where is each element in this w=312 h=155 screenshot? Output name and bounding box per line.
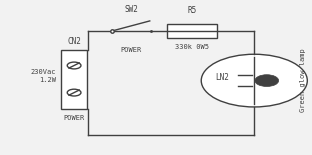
Text: 330k 0W5: 330k 0W5 bbox=[175, 44, 209, 50]
Text: POWER: POWER bbox=[63, 115, 85, 121]
Text: 230Vac
1.2W: 230Vac 1.2W bbox=[31, 69, 56, 83]
Text: R5: R5 bbox=[187, 6, 197, 15]
Circle shape bbox=[67, 62, 81, 69]
Circle shape bbox=[255, 75, 279, 86]
Text: Green glow lamp: Green glow lamp bbox=[300, 49, 306, 113]
Circle shape bbox=[67, 89, 81, 96]
Text: LN2: LN2 bbox=[216, 73, 229, 82]
Bar bbox=[61, 50, 87, 108]
Text: CN2: CN2 bbox=[67, 37, 81, 46]
Circle shape bbox=[201, 54, 307, 107]
Text: POWER: POWER bbox=[120, 46, 142, 53]
Bar bbox=[167, 24, 217, 38]
Text: SW2: SW2 bbox=[124, 5, 138, 14]
